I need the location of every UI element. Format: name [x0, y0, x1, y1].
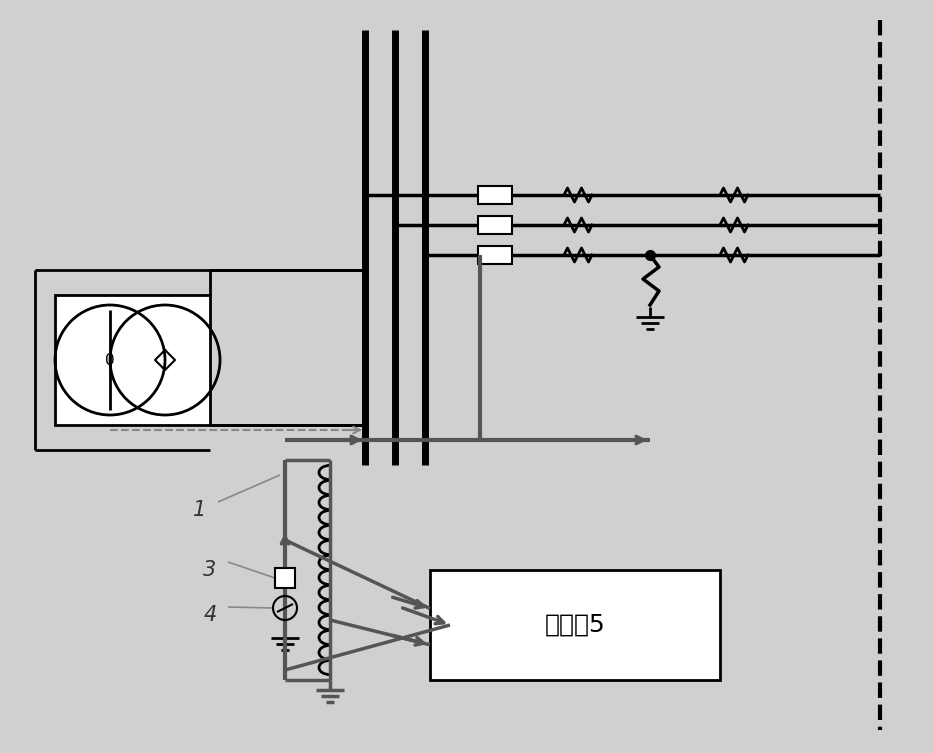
Bar: [430, 570, 720, 680]
Text: 处理器5: 处理器5: [545, 613, 606, 637]
Bar: [478, 186, 512, 204]
Text: 3: 3: [203, 560, 216, 580]
Bar: [478, 246, 512, 264]
Bar: [55, 295, 210, 425]
Text: 4: 4: [203, 605, 216, 625]
Bar: [478, 216, 512, 234]
Text: 1: 1: [193, 500, 206, 520]
Bar: [275, 568, 295, 588]
Text: 0: 0: [105, 352, 115, 367]
